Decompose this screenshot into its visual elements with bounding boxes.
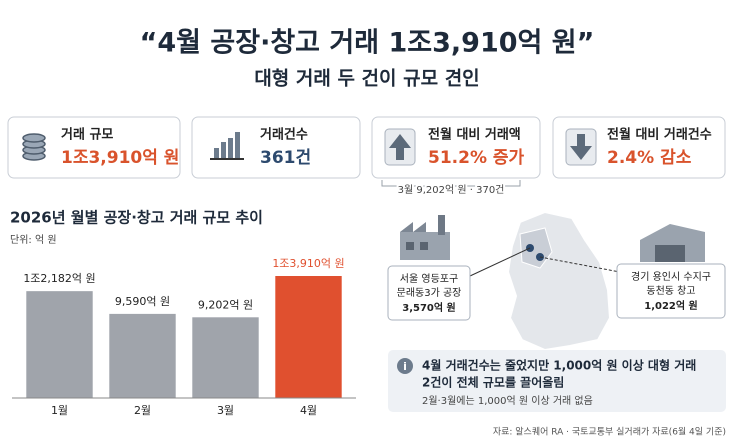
- info-icon-glyph: i: [403, 360, 407, 373]
- info-headline: 4월 거래건수는 줄었지만 1,000억 원 이상 대형 거래: [422, 358, 696, 373]
- callout-value: 3,570억 원: [402, 301, 456, 314]
- value-label: 1조3,910억 원: [272, 257, 344, 270]
- leader-line: [469, 247, 531, 277]
- callout-value: 1,022억 원: [644, 299, 698, 312]
- kpi-note: 3월 9,202억 원 · 370건: [398, 184, 505, 196]
- unit-note: 단위: 억 원: [10, 233, 57, 246]
- bar-chart: 1조2,182억 원 1월 9,590억 원 2월 9,202억 원 3월 1조3,910억…: [12, 257, 356, 417]
- factory-icon: [400, 215, 450, 260]
- source: 자료: 알스퀘어 RA · 국토교통부 실거래가 자료(6월 4일 기준): [493, 426, 726, 438]
- callout-text: 서울 영등포구: [400, 273, 458, 285]
- chart-title: 2026년 월별 공장·창고 거래 규모 추이: [10, 209, 263, 227]
- down-arrow-icon: [565, 128, 597, 166]
- leader-line: [539, 256, 621, 273]
- callout-text: 경기 용인시 수지구: [631, 270, 711, 283]
- bar: [275, 276, 342, 398]
- kpi-label: 전월 대비 거래액: [428, 127, 521, 143]
- x-tick-label: 4월: [300, 404, 317, 417]
- gyeonggi-region: [519, 227, 553, 269]
- chart-icon: [210, 132, 244, 160]
- bracket: [381, 180, 521, 187]
- up-arrow-icon: [384, 128, 416, 166]
- kpi-label: 거래 규모: [61, 128, 113, 143]
- kpi-value: 1조3,910억 원: [61, 148, 179, 168]
- x-tick-label: 3월: [217, 404, 234, 417]
- value-label: 9,590억 원: [115, 295, 170, 308]
- callout: [387, 265, 471, 321]
- kpi-label: 거래건수: [260, 127, 308, 143]
- value-label: 9,202억 원: [198, 298, 253, 311]
- value-label: 1조2,182억 원: [23, 272, 95, 285]
- warehouse-icon: [640, 224, 705, 262]
- info-box: [388, 350, 726, 412]
- kpi-value: 2.4% 감소: [607, 148, 692, 168]
- bar: [192, 317, 259, 398]
- card: [7, 116, 181, 179]
- x-tick-label: 1월: [51, 404, 68, 417]
- card: [191, 116, 361, 179]
- kpi-label: 전월 대비 거래건수: [607, 127, 712, 143]
- kpi-value: 361건: [260, 148, 311, 168]
- callout-text: 문래동3가 공장: [397, 287, 462, 299]
- title: “4월 공장·창고 거래 1조3,910억 원”: [140, 28, 595, 59]
- subtitle: 대형 거래 두 건이 규모 견인: [254, 68, 479, 90]
- info-icon: [397, 358, 413, 374]
- bar: [26, 291, 93, 398]
- coin-icon: [22, 133, 46, 161]
- info-detail: 2월·3월에는 1,000억 원 이상 거래 없음: [422, 394, 593, 407]
- callout: [616, 263, 726, 319]
- callout-text: 동천동 창고: [646, 285, 695, 297]
- x-tick-label: 2월: [134, 404, 151, 417]
- info-headline: 2건이 전체 규모를 끌어올림: [422, 375, 564, 390]
- bar: [109, 313, 176, 398]
- kpi-value: 51.2% 증가: [428, 148, 525, 168]
